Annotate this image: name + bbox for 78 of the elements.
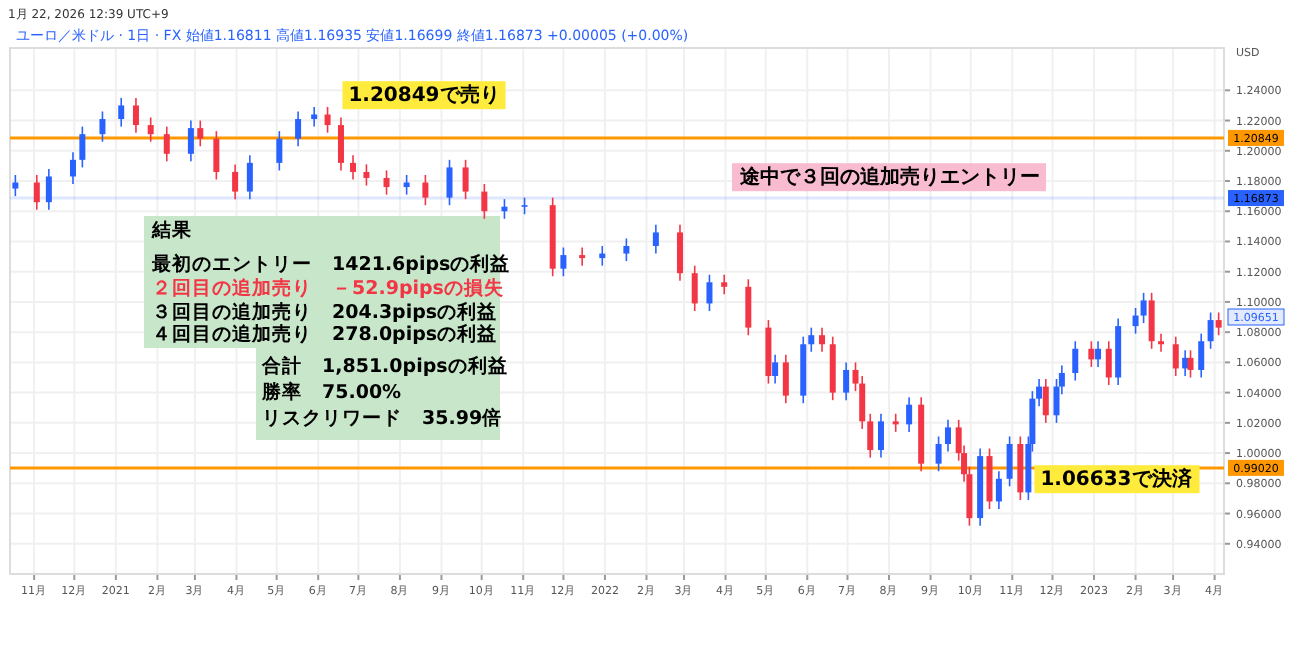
candlestick <box>481 183 488 220</box>
candlestick <box>721 273 728 296</box>
candlestick <box>1132 307 1139 335</box>
candlestick <box>383 169 390 196</box>
candlestick <box>892 412 899 433</box>
candlestick <box>843 361 850 401</box>
candlestick <box>782 354 789 404</box>
annotation: 1.20849で売り <box>348 83 500 108</box>
candlestick <box>986 447 993 510</box>
candlestick <box>906 396 913 433</box>
candlestick <box>446 159 453 206</box>
candlestick <box>1172 335 1179 377</box>
candlestick <box>1006 435 1013 488</box>
candlestick <box>676 224 683 282</box>
annotation: 結果 <box>150 218 194 242</box>
note: 1.06633で決済 <box>1034 465 1200 494</box>
annotation: 勝率 75.00% <box>260 380 403 404</box>
annotation: 途中で３回の追加売りエントリー <box>738 165 1040 190</box>
candlestick <box>1095 340 1102 368</box>
candlestick <box>69 151 76 185</box>
annotation: リスクリワード 35.99倍 <box>262 406 503 430</box>
candlestick <box>944 419 951 453</box>
candlestick <box>337 116 344 172</box>
candlestick <box>1182 349 1189 377</box>
candlestick <box>560 246 567 278</box>
candlestick <box>1042 378 1049 424</box>
note: 途中で３回の追加売りエントリー <box>732 163 1046 192</box>
candlestick <box>623 237 630 262</box>
annotation: ４回目の追加売り 278.0pipsの利益 <box>152 322 498 346</box>
candlestick <box>1215 311 1222 336</box>
candlestick <box>163 125 170 163</box>
candlestick <box>579 246 586 267</box>
annotation: ２回目の追加売り －52.9pipsの損失 <box>152 276 504 300</box>
candlestick <box>819 326 826 353</box>
candlestick <box>1198 332 1205 379</box>
candlestick <box>1140 292 1147 324</box>
candlestick <box>213 130 220 181</box>
candlestick <box>363 163 370 187</box>
candlestick <box>1072 340 1079 382</box>
candlestick <box>246 154 253 200</box>
candlestick <box>1158 332 1165 353</box>
candlestick <box>1105 340 1112 386</box>
candlestick <box>745 278 752 336</box>
candlestick <box>1207 311 1214 350</box>
candlestick <box>1187 349 1194 379</box>
candlestick <box>79 125 86 169</box>
annotation: 1.06633で決済 <box>1040 467 1194 492</box>
candlestick <box>1148 292 1155 350</box>
annotation: 合計 1,851.0pipsの利益 <box>260 354 508 378</box>
candlestick <box>12 174 19 197</box>
candlestick <box>197 119 204 148</box>
candlestick <box>132 97 139 134</box>
candlestick <box>691 264 698 312</box>
candlestick <box>422 174 429 206</box>
candlestick <box>995 470 1002 510</box>
candlestick <box>295 110 302 148</box>
candlestick <box>147 116 154 143</box>
candlestick <box>935 435 942 473</box>
candlestick <box>867 412 874 459</box>
candlestick <box>706 273 713 312</box>
candlestick <box>33 174 40 211</box>
candlestick <box>350 154 357 181</box>
candlestick <box>877 412 884 459</box>
candlestick <box>276 130 283 172</box>
candlestick <box>772 354 779 385</box>
annotation: 最初のエントリー 1421.6pipsの利益 <box>150 252 511 276</box>
candlestick <box>187 119 194 163</box>
annotation: ３回目の追加売り 204.3pipsの利益 <box>152 300 498 324</box>
candlestick <box>652 224 659 255</box>
candlestick <box>232 163 239 200</box>
candlestick <box>1088 340 1095 368</box>
candlestick <box>99 110 106 143</box>
candlestick <box>462 159 469 200</box>
candlestick <box>324 106 331 134</box>
candlestick <box>45 168 52 211</box>
candlestick <box>808 326 815 353</box>
note: 1.20849で売り <box>342 81 506 110</box>
candlestick <box>118 97 125 128</box>
